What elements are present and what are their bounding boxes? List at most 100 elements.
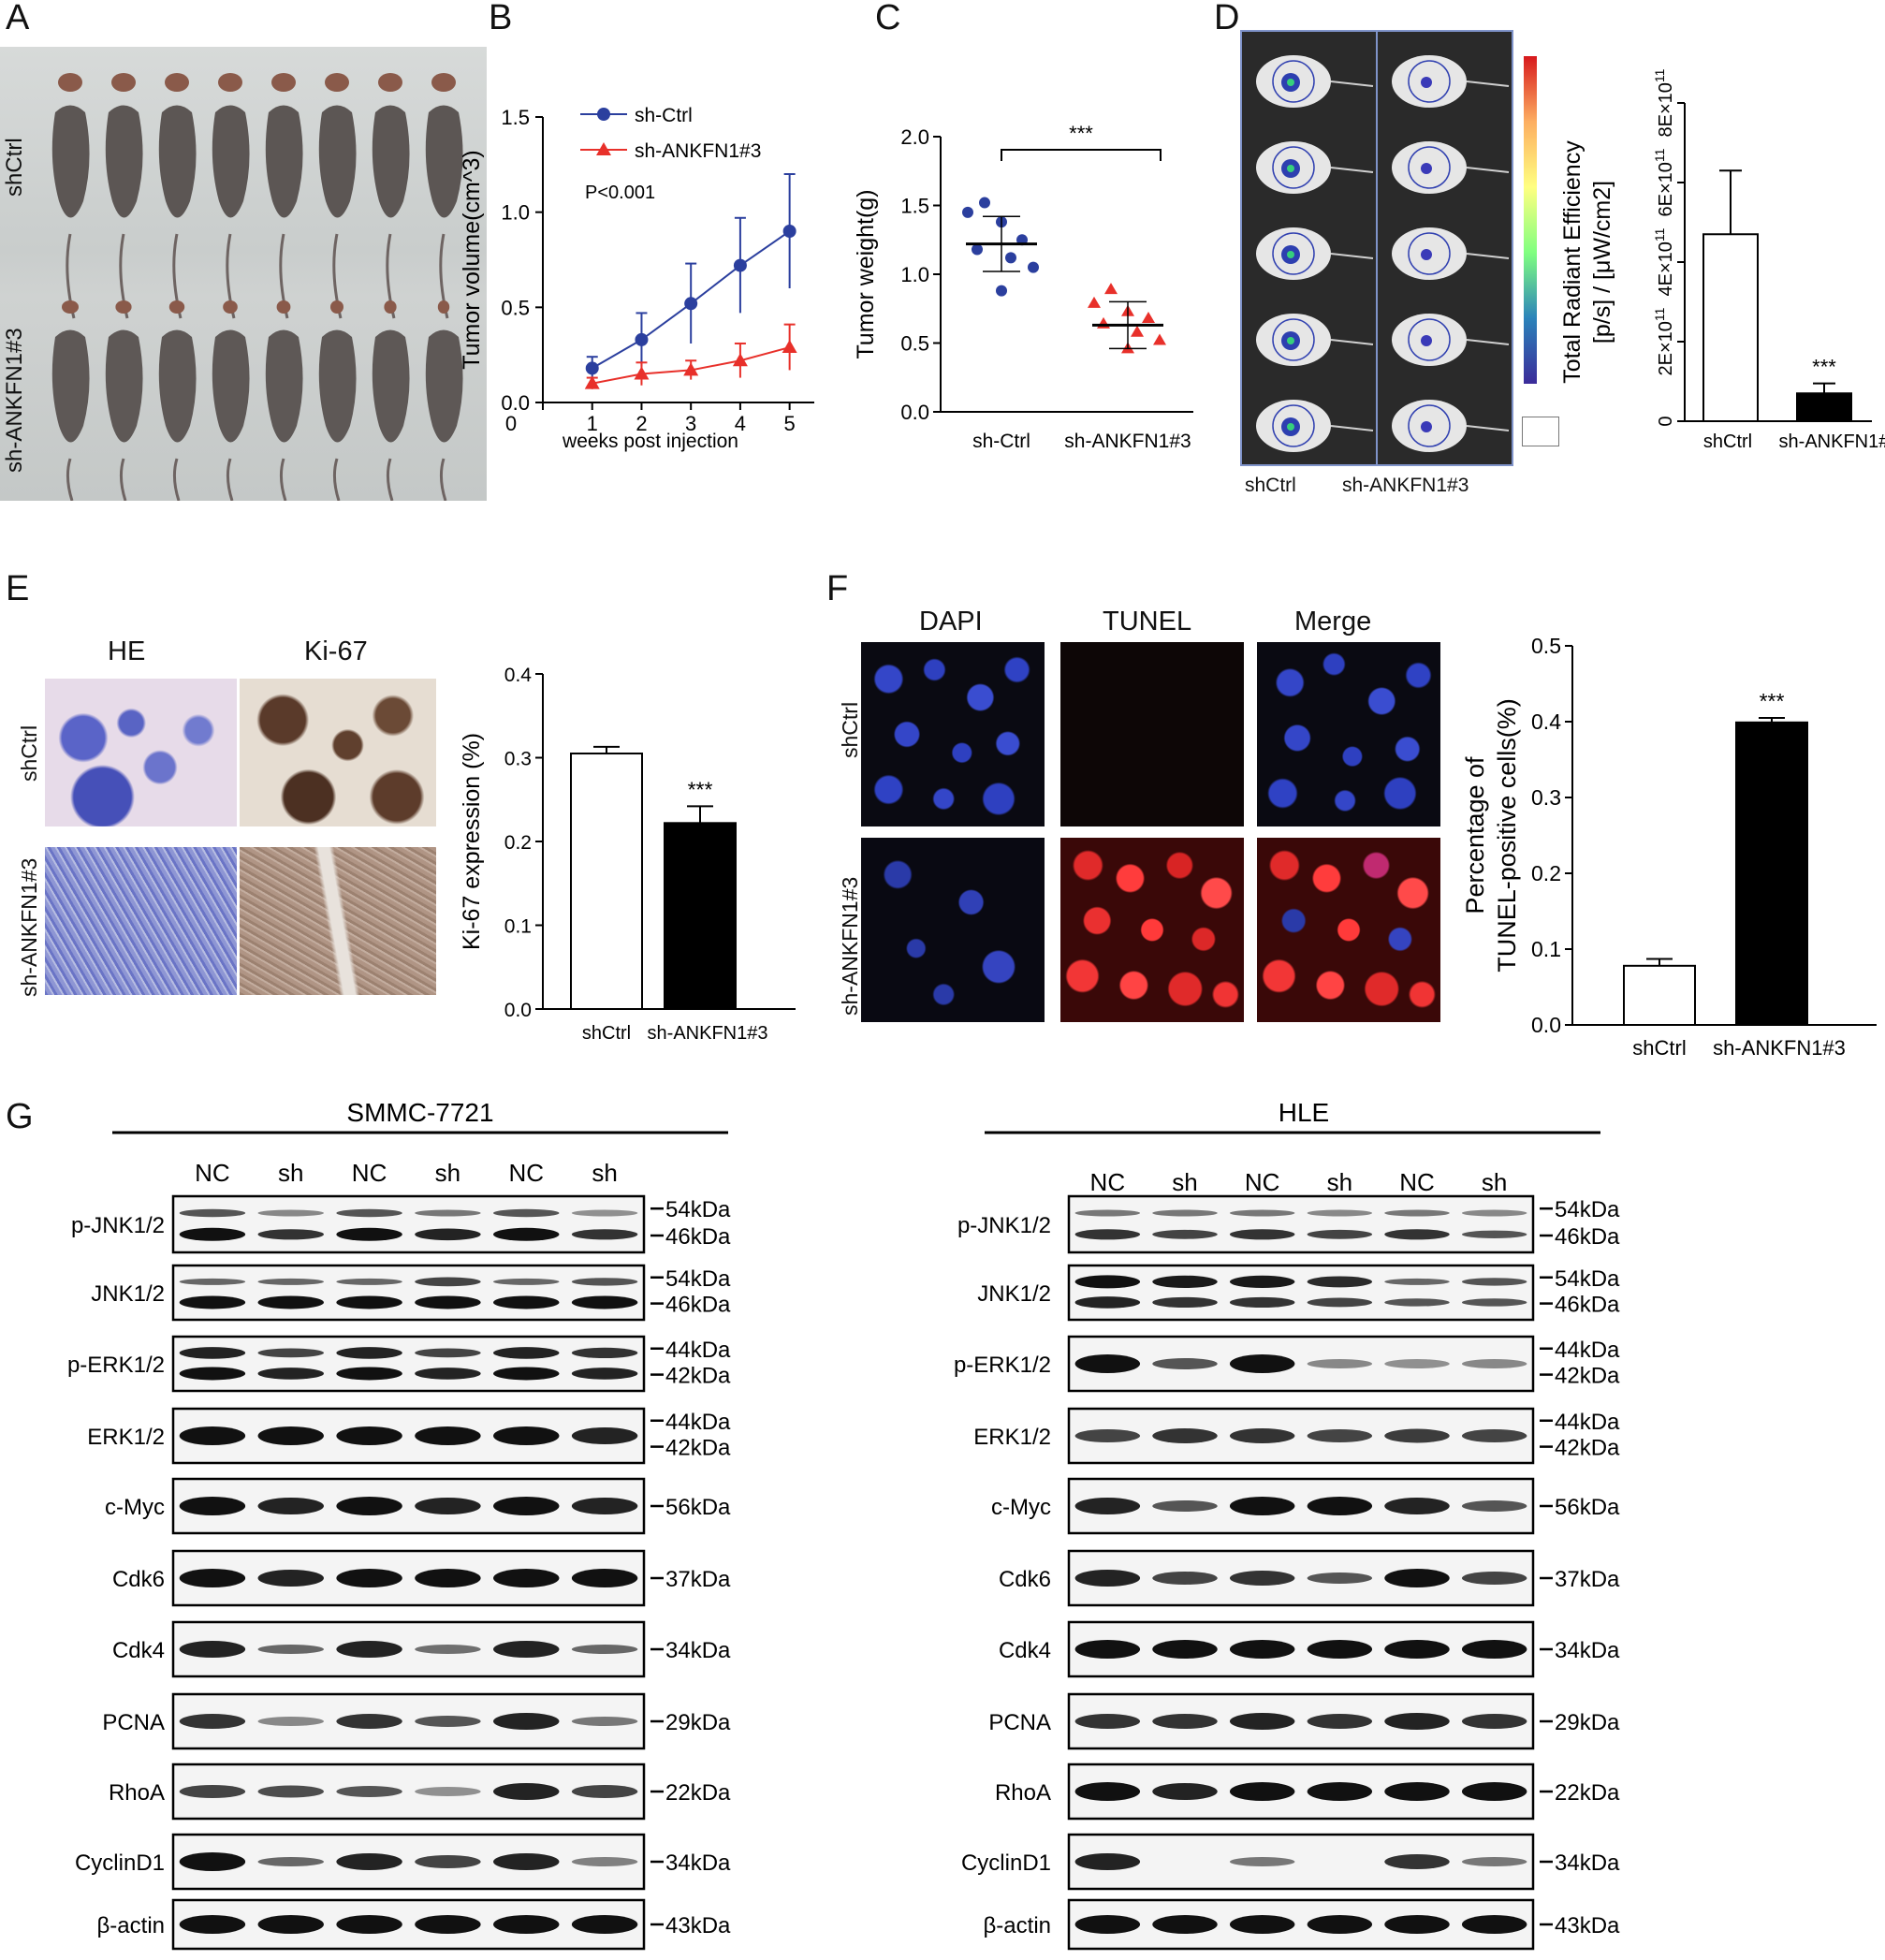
y-tick-exponent: 11	[1652, 68, 1667, 82]
ivis-roi	[1408, 232, 1451, 275]
band	[1229, 1713, 1295, 1730]
ivis-signal-hot	[1287, 79, 1294, 86]
band	[336, 1208, 402, 1218]
band	[336, 1915, 402, 1934]
marker-label: 44kDa	[1555, 1410, 1620, 1435]
blot-box	[1067, 1898, 1535, 1951]
bar	[1735, 721, 1808, 1026]
band	[1074, 1853, 1141, 1870]
band	[1461, 1782, 1527, 1801]
ivis-roi	[1272, 404, 1315, 447]
y-tick-label: 2E×1011	[1652, 307, 1676, 375]
marker-label: 42kDa	[665, 1364, 731, 1389]
band	[571, 1717, 638, 1726]
band	[415, 1645, 481, 1654]
mice-illustration	[51, 73, 463, 501]
bar	[570, 753, 643, 1011]
ivis-color-scale	[1524, 56, 1537, 384]
marker-label: 46kDa	[1555, 1224, 1620, 1250]
chart-d: 0 2E×1011 4E×1011 6E×1011 8E×1011 Total Radia…	[1559, 68, 1885, 452]
blot-box	[1067, 1477, 1535, 1535]
y-tick-label: 1.0	[900, 263, 929, 286]
band	[571, 1498, 638, 1514]
lane-label: NC	[1090, 1168, 1126, 1196]
band	[179, 1426, 246, 1445]
ivis-tail	[1330, 339, 1374, 345]
marker-label: 29kDa	[1555, 1710, 1620, 1735]
blot-box	[171, 1407, 646, 1465]
band	[1229, 1640, 1295, 1659]
legend-label: sh-Ctrl	[635, 105, 693, 126]
y-tick-label: 0.0	[1531, 1013, 1561, 1037]
chart-e: 0.0 0.1 0.2 0.3 0.4 Ki-67 expression (%) shCtr…	[459, 665, 796, 1044]
band	[1384, 1915, 1450, 1934]
ivis-signal-hot	[1287, 423, 1294, 431]
marker-label: 46kDa	[665, 1224, 731, 1250]
x-tick-label: 0	[505, 412, 517, 435]
marker-label: 22kDa	[1555, 1780, 1620, 1806]
band	[1384, 1359, 1450, 1368]
col-label-he: HE	[108, 636, 146, 666]
y-tick-label: 0.3	[504, 749, 532, 770]
band	[1461, 1429, 1527, 1442]
band	[493, 1641, 560, 1658]
tumor-top	[325, 73, 349, 92]
blot-box	[171, 1620, 646, 1678]
scatter-point	[1028, 261, 1039, 273]
band	[571, 1229, 638, 1240]
blot-box	[1067, 1833, 1535, 1891]
ivis-tail	[1466, 339, 1510, 345]
band	[493, 1426, 560, 1445]
lane-label: NC	[352, 1159, 387, 1187]
col-label-ki67: Ki-67	[304, 636, 368, 666]
significance-label: ***	[1760, 689, 1785, 713]
blot-box	[171, 1335, 646, 1393]
mouse-top	[372, 105, 410, 218]
lane-label: NC	[195, 1159, 230, 1187]
band	[1384, 1782, 1450, 1801]
band	[1229, 1275, 1295, 1289]
band	[493, 1278, 560, 1285]
band	[1384, 1854, 1450, 1869]
data-point	[635, 332, 649, 346]
tumor-bottom	[384, 300, 397, 314]
band	[415, 1295, 481, 1309]
protein-label: β-actin	[984, 1913, 1052, 1938]
blot-box	[171, 1898, 646, 1951]
blot-box	[171, 1477, 646, 1535]
band	[257, 1785, 324, 1798]
band	[1152, 1358, 1218, 1369]
band	[1074, 1714, 1141, 1729]
data-point	[634, 366, 650, 380]
band	[1461, 1915, 1527, 1934]
band	[1152, 1296, 1218, 1309]
band	[571, 1278, 638, 1286]
mouse-top	[158, 105, 197, 218]
band	[1229, 1782, 1295, 1801]
panel-label-f: F	[826, 569, 849, 608]
mouse-bottom	[158, 329, 197, 443]
y-axis-label-line1: Percentage of	[1461, 756, 1489, 914]
protein-label: p-ERK1/2	[67, 1353, 165, 1378]
y-tick-label: 8E×1011	[1652, 68, 1676, 137]
protein-label: p-JNK1/2	[957, 1213, 1051, 1238]
band	[493, 1915, 560, 1934]
band	[415, 1716, 481, 1727]
band	[179, 1785, 246, 1798]
marker-label: 34kDa	[1555, 1850, 1620, 1876]
band	[571, 1785, 638, 1798]
band	[1461, 1857, 1527, 1866]
x-category-label: shCtrl	[1632, 1036, 1686, 1060]
ki67-shctrl-image	[240, 679, 436, 826]
y-tick-label: 0.0	[501, 391, 530, 415]
band	[336, 1367, 402, 1381]
y-tick-exponent: 11	[1652, 307, 1667, 321]
marker-label: 46kDa	[665, 1293, 731, 1318]
band	[1307, 1229, 1373, 1239]
row-label-sh-ankfn1: sh-ANKFN1#3	[2, 328, 27, 473]
band	[493, 1347, 560, 1359]
ivis-roi	[1408, 318, 1451, 361]
band	[1152, 1209, 1218, 1217]
marker-label: 42kDa	[1555, 1364, 1620, 1389]
bar	[1623, 964, 1696, 1027]
